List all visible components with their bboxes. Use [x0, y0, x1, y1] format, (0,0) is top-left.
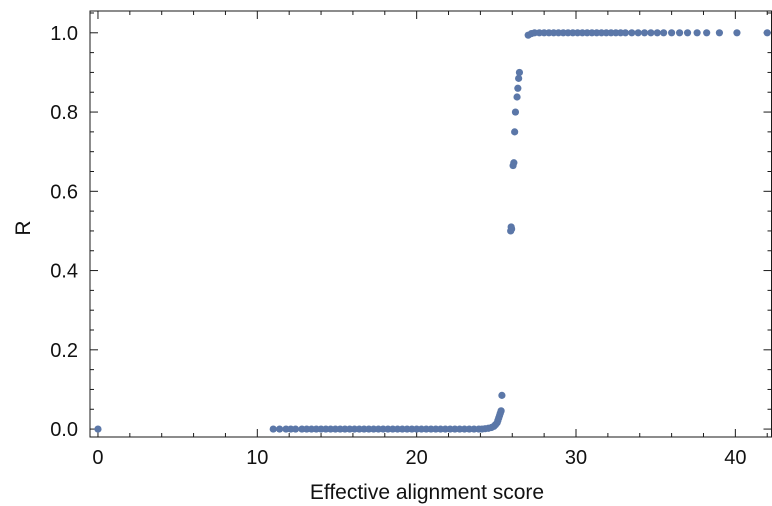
data-point	[628, 29, 636, 37]
data-point	[291, 425, 300, 433]
y-tick-label: 0.8	[50, 102, 78, 124]
data-point	[647, 29, 655, 37]
data-point	[515, 68, 524, 77]
data-point	[640, 29, 649, 37]
data-point	[269, 425, 277, 433]
data-point	[715, 29, 724, 37]
data-point	[621, 29, 630, 37]
data-point	[510, 159, 518, 167]
data-point	[660, 29, 668, 37]
x-axis-label: Effective alignment score	[310, 481, 544, 504]
y-tick-label: 0.0	[50, 419, 78, 441]
data-point	[497, 407, 505, 415]
data-point	[668, 29, 676, 37]
data-point	[508, 225, 516, 233]
data-point	[498, 391, 506, 399]
x-tick-label: 10	[246, 447, 268, 469]
data-point	[511, 108, 520, 116]
data-point	[763, 29, 771, 37]
data-point	[511, 128, 519, 136]
x-tick-label: 40	[724, 447, 746, 469]
x-tick-label: 20	[406, 447, 428, 469]
y-tick-label: 1.0	[50, 23, 78, 45]
data-point	[276, 425, 284, 433]
data-points	[94, 29, 771, 433]
data-point	[733, 29, 741, 37]
data-point	[634, 29, 642, 37]
y-tick-label: 0.2	[50, 340, 78, 362]
data-point	[653, 29, 661, 37]
y-tick-label: 0.4	[50, 261, 78, 283]
data-point	[514, 84, 522, 92]
data-point	[683, 29, 692, 37]
y-axis-label: R	[12, 220, 35, 235]
plot-frame-group	[89, 10, 772, 438]
data-point	[513, 93, 521, 101]
plot-frame	[89, 10, 772, 438]
data-point	[675, 29, 684, 37]
data-point	[703, 29, 711, 37]
x-axis: 0 10 20 30 40	[92, 11, 768, 469]
data-point	[515, 74, 523, 82]
y-tick-label: 0.6	[50, 181, 78, 203]
data-point	[693, 29, 701, 37]
data-point	[94, 425, 102, 433]
x-tick-label: 30	[565, 447, 587, 469]
y-axis: 0.0 0.2 0.4 0.6 0.8 1.0	[50, 12, 772, 441]
x-tick-label: 0	[92, 447, 103, 469]
